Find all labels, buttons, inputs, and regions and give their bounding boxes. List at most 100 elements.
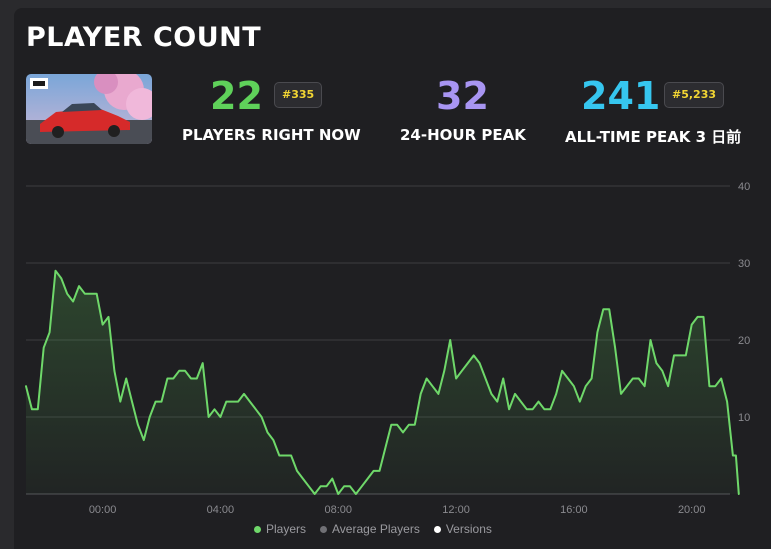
players-point: [708, 385, 710, 387]
players-point: [461, 370, 463, 372]
players-point: [284, 454, 286, 456]
player-count-chart[interactable]: 10 20 30 40 00:00 04:00 08:00 12:00 16:00 20:00: [14, 8, 771, 549]
players-point: [48, 331, 50, 333]
players-point: [308, 485, 310, 487]
players-point: [349, 485, 351, 487]
players-point: [255, 408, 257, 410]
players-area: [26, 270, 739, 494]
players-point: [502, 377, 504, 379]
players-point: [113, 370, 115, 372]
players-point: [90, 293, 92, 295]
players-point: [207, 416, 209, 418]
players-point: [213, 408, 215, 410]
y-tick-label: 30: [738, 258, 750, 270]
players-point: [302, 477, 304, 479]
players-point: [673, 354, 675, 356]
daily-peak-value: 32: [436, 74, 489, 118]
players-point: [160, 400, 162, 402]
players-legend-dot: [254, 525, 261, 533]
players-point: [655, 362, 657, 364]
players-point: [396, 424, 398, 426]
x-tick-label: 04:00: [207, 504, 235, 516]
players-point: [137, 424, 139, 426]
players-point: [714, 385, 716, 387]
all-time-peak-stat: 241 #5,233 ALL-TIME PEAK 3 日前: [565, 70, 771, 150]
players-point: [608, 308, 610, 310]
players-point: [343, 485, 345, 487]
players-point: [60, 277, 62, 279]
players-point: [54, 270, 56, 272]
players-point: [596, 331, 598, 333]
players-point: [632, 377, 634, 379]
players-point: [561, 370, 563, 372]
versions-legend-dot: [433, 525, 441, 533]
players-point: [738, 493, 740, 495]
players-point: [425, 377, 427, 379]
players-point: [225, 400, 227, 402]
players-point: [455, 377, 457, 379]
players-point: [314, 493, 316, 495]
players-point: [702, 316, 704, 318]
players-point: [437, 393, 439, 395]
legend-item-versions[interactable]: Versions: [433, 522, 492, 536]
game-thumbnail[interactable]: [26, 74, 152, 144]
players-point: [549, 408, 551, 410]
y-tick-label: 10: [738, 412, 750, 424]
players-point: [614, 347, 616, 349]
players-point: [478, 362, 480, 364]
players-point: [266, 431, 268, 433]
players-point: [667, 385, 669, 387]
players-point: [172, 377, 174, 379]
players-point: [131, 400, 133, 402]
all-time-peak-value: 241: [581, 74, 661, 118]
players-point: [219, 416, 221, 418]
players-point: [638, 377, 640, 379]
players-point: [537, 400, 539, 402]
players-point: [361, 485, 363, 487]
players-point: [590, 377, 592, 379]
x-tick-label: 12:00: [442, 504, 470, 516]
players-point: [231, 400, 233, 402]
players-point: [732, 454, 734, 456]
y-tick-label: 40: [738, 181, 750, 193]
x-tick-label: 08:00: [324, 504, 352, 516]
players-point: [691, 323, 693, 325]
players-point: [414, 424, 416, 426]
players-point: [43, 347, 45, 349]
legend-item-players[interactable]: Players: [254, 522, 306, 536]
players-point: [178, 370, 180, 372]
legend-item-average-players[interactable]: Average Players: [320, 522, 420, 536]
players-point: [337, 493, 339, 495]
players-point: [72, 300, 74, 302]
players-point: [119, 400, 121, 402]
players-point: [290, 454, 292, 456]
players-point: [585, 385, 587, 387]
players-point: [101, 323, 103, 325]
current-players-stat: 22 #335 PLAYERS RIGHT NOW: [182, 70, 370, 150]
players-point: [449, 339, 451, 341]
players-point: [384, 447, 386, 449]
players-point: [184, 370, 186, 372]
players-point: [166, 377, 168, 379]
players-point: [526, 408, 528, 410]
x-tick-label: 16:00: [560, 504, 588, 516]
players-point: [484, 377, 486, 379]
players-point: [555, 393, 557, 395]
game-thumbnail-image: [26, 74, 152, 144]
all-time-peak-rank-badge[interactable]: #5,233: [664, 82, 725, 108]
players-point: [402, 431, 404, 433]
players-point: [196, 377, 198, 379]
x-tick-label: 00:00: [89, 504, 117, 516]
players-point: [378, 470, 380, 472]
players-point: [696, 316, 698, 318]
players-point: [685, 354, 687, 356]
player-count-card: PLAYER COUNT 22 #335 PLAYERS RIGHT N: [14, 8, 771, 549]
players-point: [37, 408, 39, 410]
players-point: [202, 362, 204, 364]
section-title: PLAYER COUNT: [26, 22, 262, 53]
players-line: [25, 269, 740, 495]
players-point: [272, 439, 274, 441]
current-players-rank-badge[interactable]: #335: [274, 82, 323, 108]
players-point: [125, 377, 127, 379]
players-point: [319, 485, 321, 487]
